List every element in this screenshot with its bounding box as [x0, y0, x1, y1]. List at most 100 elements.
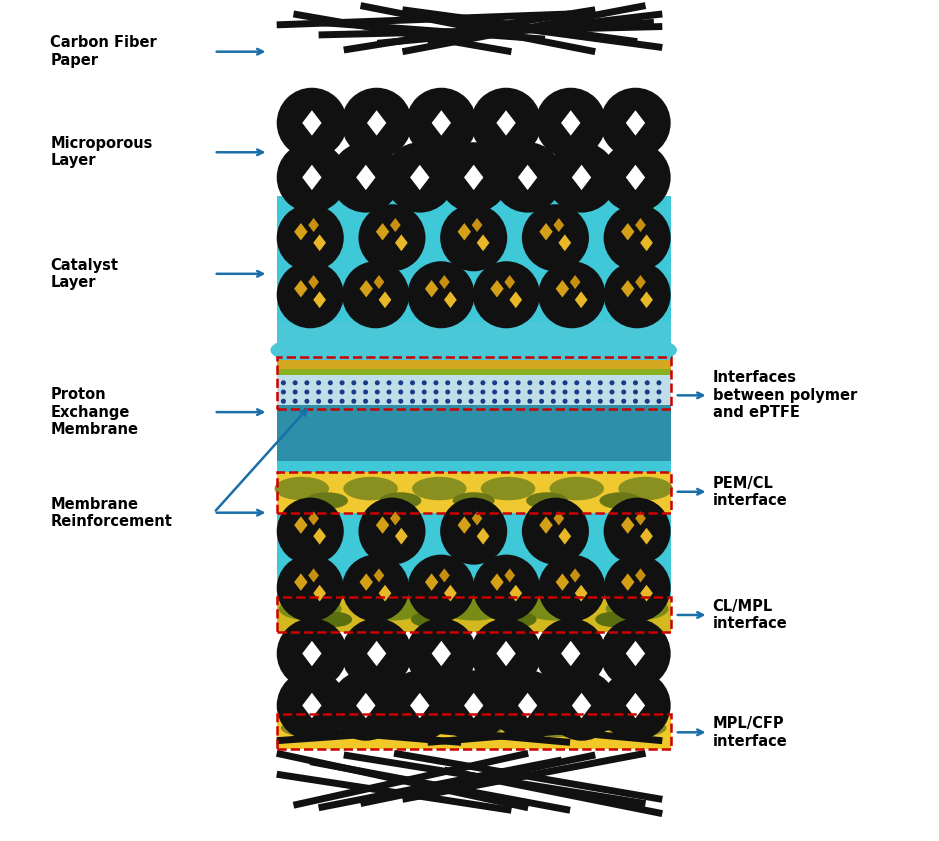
Polygon shape: [635, 511, 646, 526]
Polygon shape: [410, 165, 429, 190]
Circle shape: [633, 399, 638, 404]
Ellipse shape: [361, 597, 423, 621]
Text: Interfaces
between polymer
and ePTFE: Interfaces between polymer and ePTFE: [713, 370, 856, 420]
Bar: [277, 714, 670, 749]
Ellipse shape: [344, 477, 398, 500]
Bar: [277, 196, 670, 573]
Polygon shape: [395, 528, 408, 545]
Polygon shape: [509, 292, 522, 308]
Polygon shape: [553, 511, 564, 526]
Text: CL/MPL
interface: CL/MPL interface: [713, 599, 787, 631]
Circle shape: [622, 380, 626, 385]
Ellipse shape: [595, 612, 629, 627]
Circle shape: [539, 399, 544, 404]
Text: Carbon Fiber
Paper: Carbon Fiber Paper: [51, 35, 157, 68]
Circle shape: [586, 399, 591, 404]
Circle shape: [316, 399, 321, 404]
Ellipse shape: [631, 340, 677, 361]
Polygon shape: [559, 528, 571, 545]
Circle shape: [516, 389, 520, 394]
Circle shape: [551, 399, 556, 404]
Circle shape: [328, 389, 332, 394]
Polygon shape: [374, 569, 384, 583]
Circle shape: [457, 389, 462, 394]
Circle shape: [410, 380, 415, 385]
Polygon shape: [640, 584, 653, 601]
Circle shape: [469, 380, 473, 385]
Circle shape: [277, 262, 344, 328]
Polygon shape: [640, 528, 653, 545]
Ellipse shape: [274, 477, 329, 500]
Polygon shape: [570, 569, 580, 583]
Circle shape: [551, 389, 556, 394]
Polygon shape: [294, 223, 308, 241]
Polygon shape: [302, 693, 321, 718]
Circle shape: [410, 389, 415, 394]
Bar: [277, 473, 670, 513]
Polygon shape: [635, 275, 646, 289]
Circle shape: [600, 87, 670, 158]
Circle shape: [434, 389, 439, 394]
Polygon shape: [367, 110, 386, 135]
Circle shape: [546, 670, 617, 741]
Circle shape: [408, 262, 474, 328]
Ellipse shape: [606, 597, 669, 621]
Polygon shape: [367, 641, 386, 666]
Polygon shape: [360, 574, 373, 591]
Polygon shape: [374, 275, 384, 289]
Text: Catalyst
Layer: Catalyst Layer: [51, 257, 118, 290]
Circle shape: [328, 380, 332, 385]
Circle shape: [492, 389, 497, 394]
Circle shape: [316, 380, 321, 385]
Polygon shape: [635, 569, 646, 583]
Polygon shape: [464, 693, 484, 718]
Circle shape: [434, 380, 439, 385]
Polygon shape: [302, 641, 321, 666]
Circle shape: [422, 399, 426, 404]
Ellipse shape: [567, 243, 609, 258]
Circle shape: [528, 399, 532, 404]
Ellipse shape: [392, 217, 441, 234]
Circle shape: [600, 142, 670, 213]
Circle shape: [439, 142, 509, 213]
Polygon shape: [376, 223, 390, 241]
Circle shape: [622, 399, 626, 404]
Ellipse shape: [449, 217, 499, 234]
Circle shape: [398, 380, 403, 385]
Circle shape: [375, 399, 379, 404]
Polygon shape: [562, 641, 580, 666]
Polygon shape: [497, 110, 516, 135]
Polygon shape: [570, 275, 580, 289]
Circle shape: [351, 389, 356, 394]
Ellipse shape: [618, 477, 672, 500]
Circle shape: [656, 380, 661, 385]
Ellipse shape: [424, 340, 471, 361]
Polygon shape: [444, 584, 456, 601]
Polygon shape: [444, 292, 456, 308]
Ellipse shape: [411, 612, 444, 627]
Circle shape: [304, 399, 309, 404]
Polygon shape: [518, 165, 537, 190]
Circle shape: [539, 380, 544, 385]
Circle shape: [538, 262, 606, 328]
Text: PEM/CL
interface: PEM/CL interface: [713, 475, 787, 508]
Circle shape: [528, 380, 532, 385]
Circle shape: [422, 380, 426, 385]
Polygon shape: [308, 569, 319, 583]
Circle shape: [470, 87, 541, 158]
Polygon shape: [621, 516, 635, 534]
Circle shape: [622, 389, 626, 394]
Circle shape: [481, 389, 485, 394]
Circle shape: [385, 670, 455, 741]
Ellipse shape: [503, 612, 536, 627]
Polygon shape: [625, 693, 645, 718]
Circle shape: [277, 142, 347, 213]
Circle shape: [445, 389, 450, 394]
Circle shape: [492, 399, 497, 404]
Ellipse shape: [270, 340, 316, 361]
Ellipse shape: [481, 477, 535, 500]
Polygon shape: [294, 280, 308, 298]
Circle shape: [575, 389, 579, 394]
Ellipse shape: [453, 492, 495, 509]
Polygon shape: [490, 574, 503, 591]
